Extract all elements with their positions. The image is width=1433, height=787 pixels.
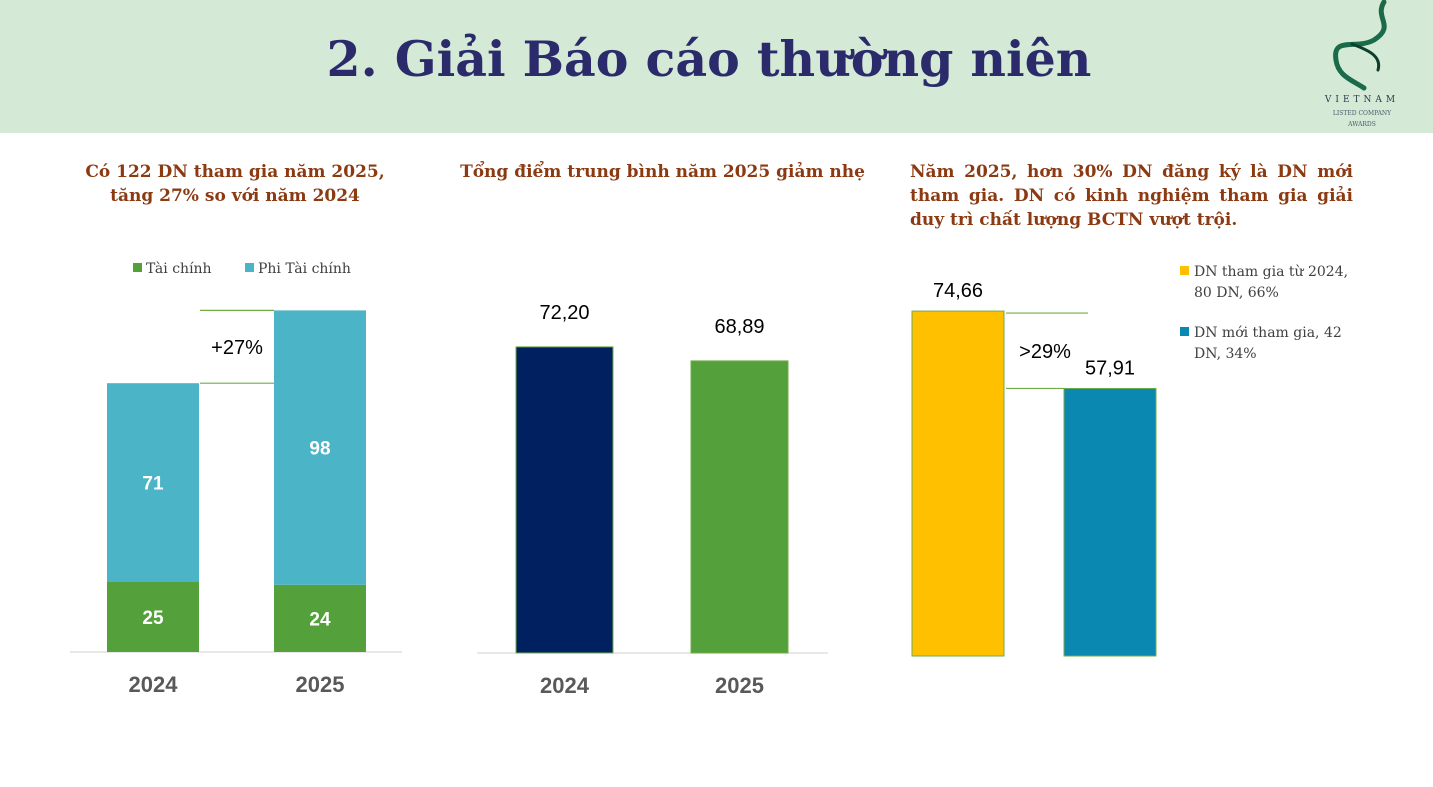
chart3-data-label: 57,91 — [1085, 357, 1135, 379]
logo-text-listed-company: LISTED COMPANY — [1332, 110, 1392, 117]
chart2-x-tick-label: 2024 — [540, 673, 590, 698]
chart1-annotation-label: +27% — [211, 337, 263, 359]
chart2-data-label: 72,20 — [539, 302, 589, 324]
chart1-bar-phi-tai-chinh-2024 — [107, 383, 199, 582]
right-panel-heading: Năm 2025, hơn 30% DN đăng ký là DN mới t… — [910, 162, 1353, 230]
chart1-x-tick-label: 2024 — [129, 672, 179, 697]
chart1-legend-swatch — [245, 263, 254, 272]
vietnam-listed-company-awards-logo — [1333, 0, 1387, 91]
chart2-bar-2024 — [515, 346, 614, 654]
page-title: 2. Giải Báo cáo thường niên — [326, 30, 1092, 88]
chart3-legend-swatch — [1180, 327, 1189, 336]
chart3-legend-label: DN mới tham gia, 42 DN, 34% — [1194, 325, 1342, 362]
chart1-data-label: 24 — [309, 609, 331, 630]
chart1-data-label: 98 — [309, 439, 330, 460]
chart2-data-label: 68,89 — [714, 316, 764, 338]
chart3-bar-1 — [911, 310, 1005, 657]
chart3-annotation-label: >29% — [1019, 341, 1071, 363]
header-band — [0, 0, 1433, 133]
chart1-data-label: 71 — [142, 474, 164, 495]
left-panel-heading: Có 122 DN tham gia năm 2025, tăng 27% so… — [85, 162, 385, 206]
chart1-x-tick-label: 2025 — [296, 672, 345, 697]
chart1-legend-swatch — [133, 263, 142, 272]
chart1-legend-label: Phi Tài chính — [258, 260, 351, 277]
middle-panel-heading: Tổng điểm trung bình năm 2025 giảm nhẹ — [460, 162, 865, 182]
chart1-bar-tai-chinh-2024 — [107, 582, 199, 652]
chart2-x-tick-label: 2025 — [715, 673, 764, 698]
logo-text-awards: AWARDS — [1348, 121, 1376, 128]
chart3-data-label: 74,66 — [933, 280, 983, 302]
chart1-bar-phi-tai-chinh-2025 — [274, 310, 366, 585]
chart3-legend-label: DN tham gia từ 2024, 80 DN, 66% — [1194, 264, 1348, 301]
logo-text-vietnam: VIETNAM — [1324, 95, 1400, 105]
chart1-legend-label: Tài chính — [146, 260, 212, 277]
chart1-data-label: 25 — [142, 608, 164, 629]
chart3-bar-2 — [1063, 387, 1157, 657]
chart2-bar-2025 — [690, 360, 789, 654]
chart3-legend-swatch — [1180, 266, 1189, 275]
chart1-bar-tai-chinh-2025 — [274, 584, 366, 652]
